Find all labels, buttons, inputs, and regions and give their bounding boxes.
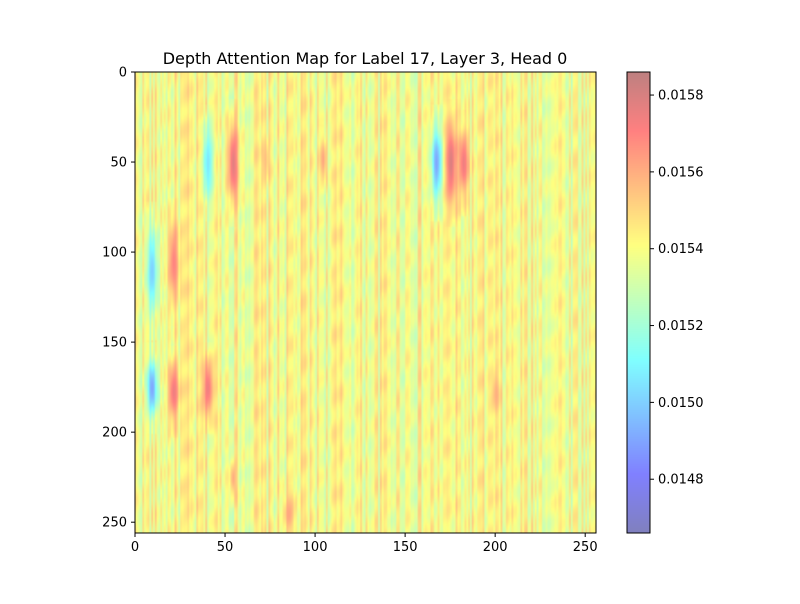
y-tick-label: 0 bbox=[119, 66, 127, 81]
y-tick-label: 250 bbox=[102, 516, 127, 531]
x-tick-label: 200 bbox=[483, 540, 508, 555]
heatmap-area bbox=[134, 71, 597, 534]
y-axis: 0 50 100 150 200 250 bbox=[102, 66, 135, 531]
x-tick-label: 0 bbox=[131, 540, 139, 555]
x-tick-label: 50 bbox=[217, 540, 234, 555]
x-tick-label: 100 bbox=[303, 540, 328, 555]
colorbar-tick-label: 0.0152 bbox=[658, 319, 704, 334]
colorbar: 0.0148 0.0150 0.0152 0.0154 0.0156 0.0158 bbox=[626, 71, 704, 534]
colorbar-tick-label: 0.0156 bbox=[658, 165, 704, 180]
y-tick-label: 200 bbox=[102, 426, 127, 441]
x-tick-label: 150 bbox=[393, 540, 418, 555]
colorbar-tick-label: 0.0154 bbox=[658, 242, 704, 257]
y-tick-label: 50 bbox=[110, 156, 127, 171]
colorbar-frame bbox=[626, 71, 651, 534]
plot-frame bbox=[134, 71, 597, 534]
y-tick-label: 100 bbox=[102, 246, 127, 261]
colorbar-tick-label: 0.0150 bbox=[658, 396, 704, 411]
colorbar-ticks: 0.0148 0.0150 0.0152 0.0154 0.0156 0.0158 bbox=[650, 89, 704, 488]
x-tick-label: 250 bbox=[573, 540, 598, 555]
y-tick-label: 150 bbox=[102, 336, 127, 351]
colorbar-gradient bbox=[627, 72, 650, 533]
colorbar-tick-label: 0.0148 bbox=[658, 473, 704, 488]
heatmap-image bbox=[135, 72, 596, 533]
chart-title: Depth Attention Map for Label 17, Layer … bbox=[163, 49, 568, 68]
x-axis: 0 50 100 150 200 250 bbox=[131, 533, 598, 555]
colorbar-tick-label: 0.0158 bbox=[658, 89, 704, 104]
